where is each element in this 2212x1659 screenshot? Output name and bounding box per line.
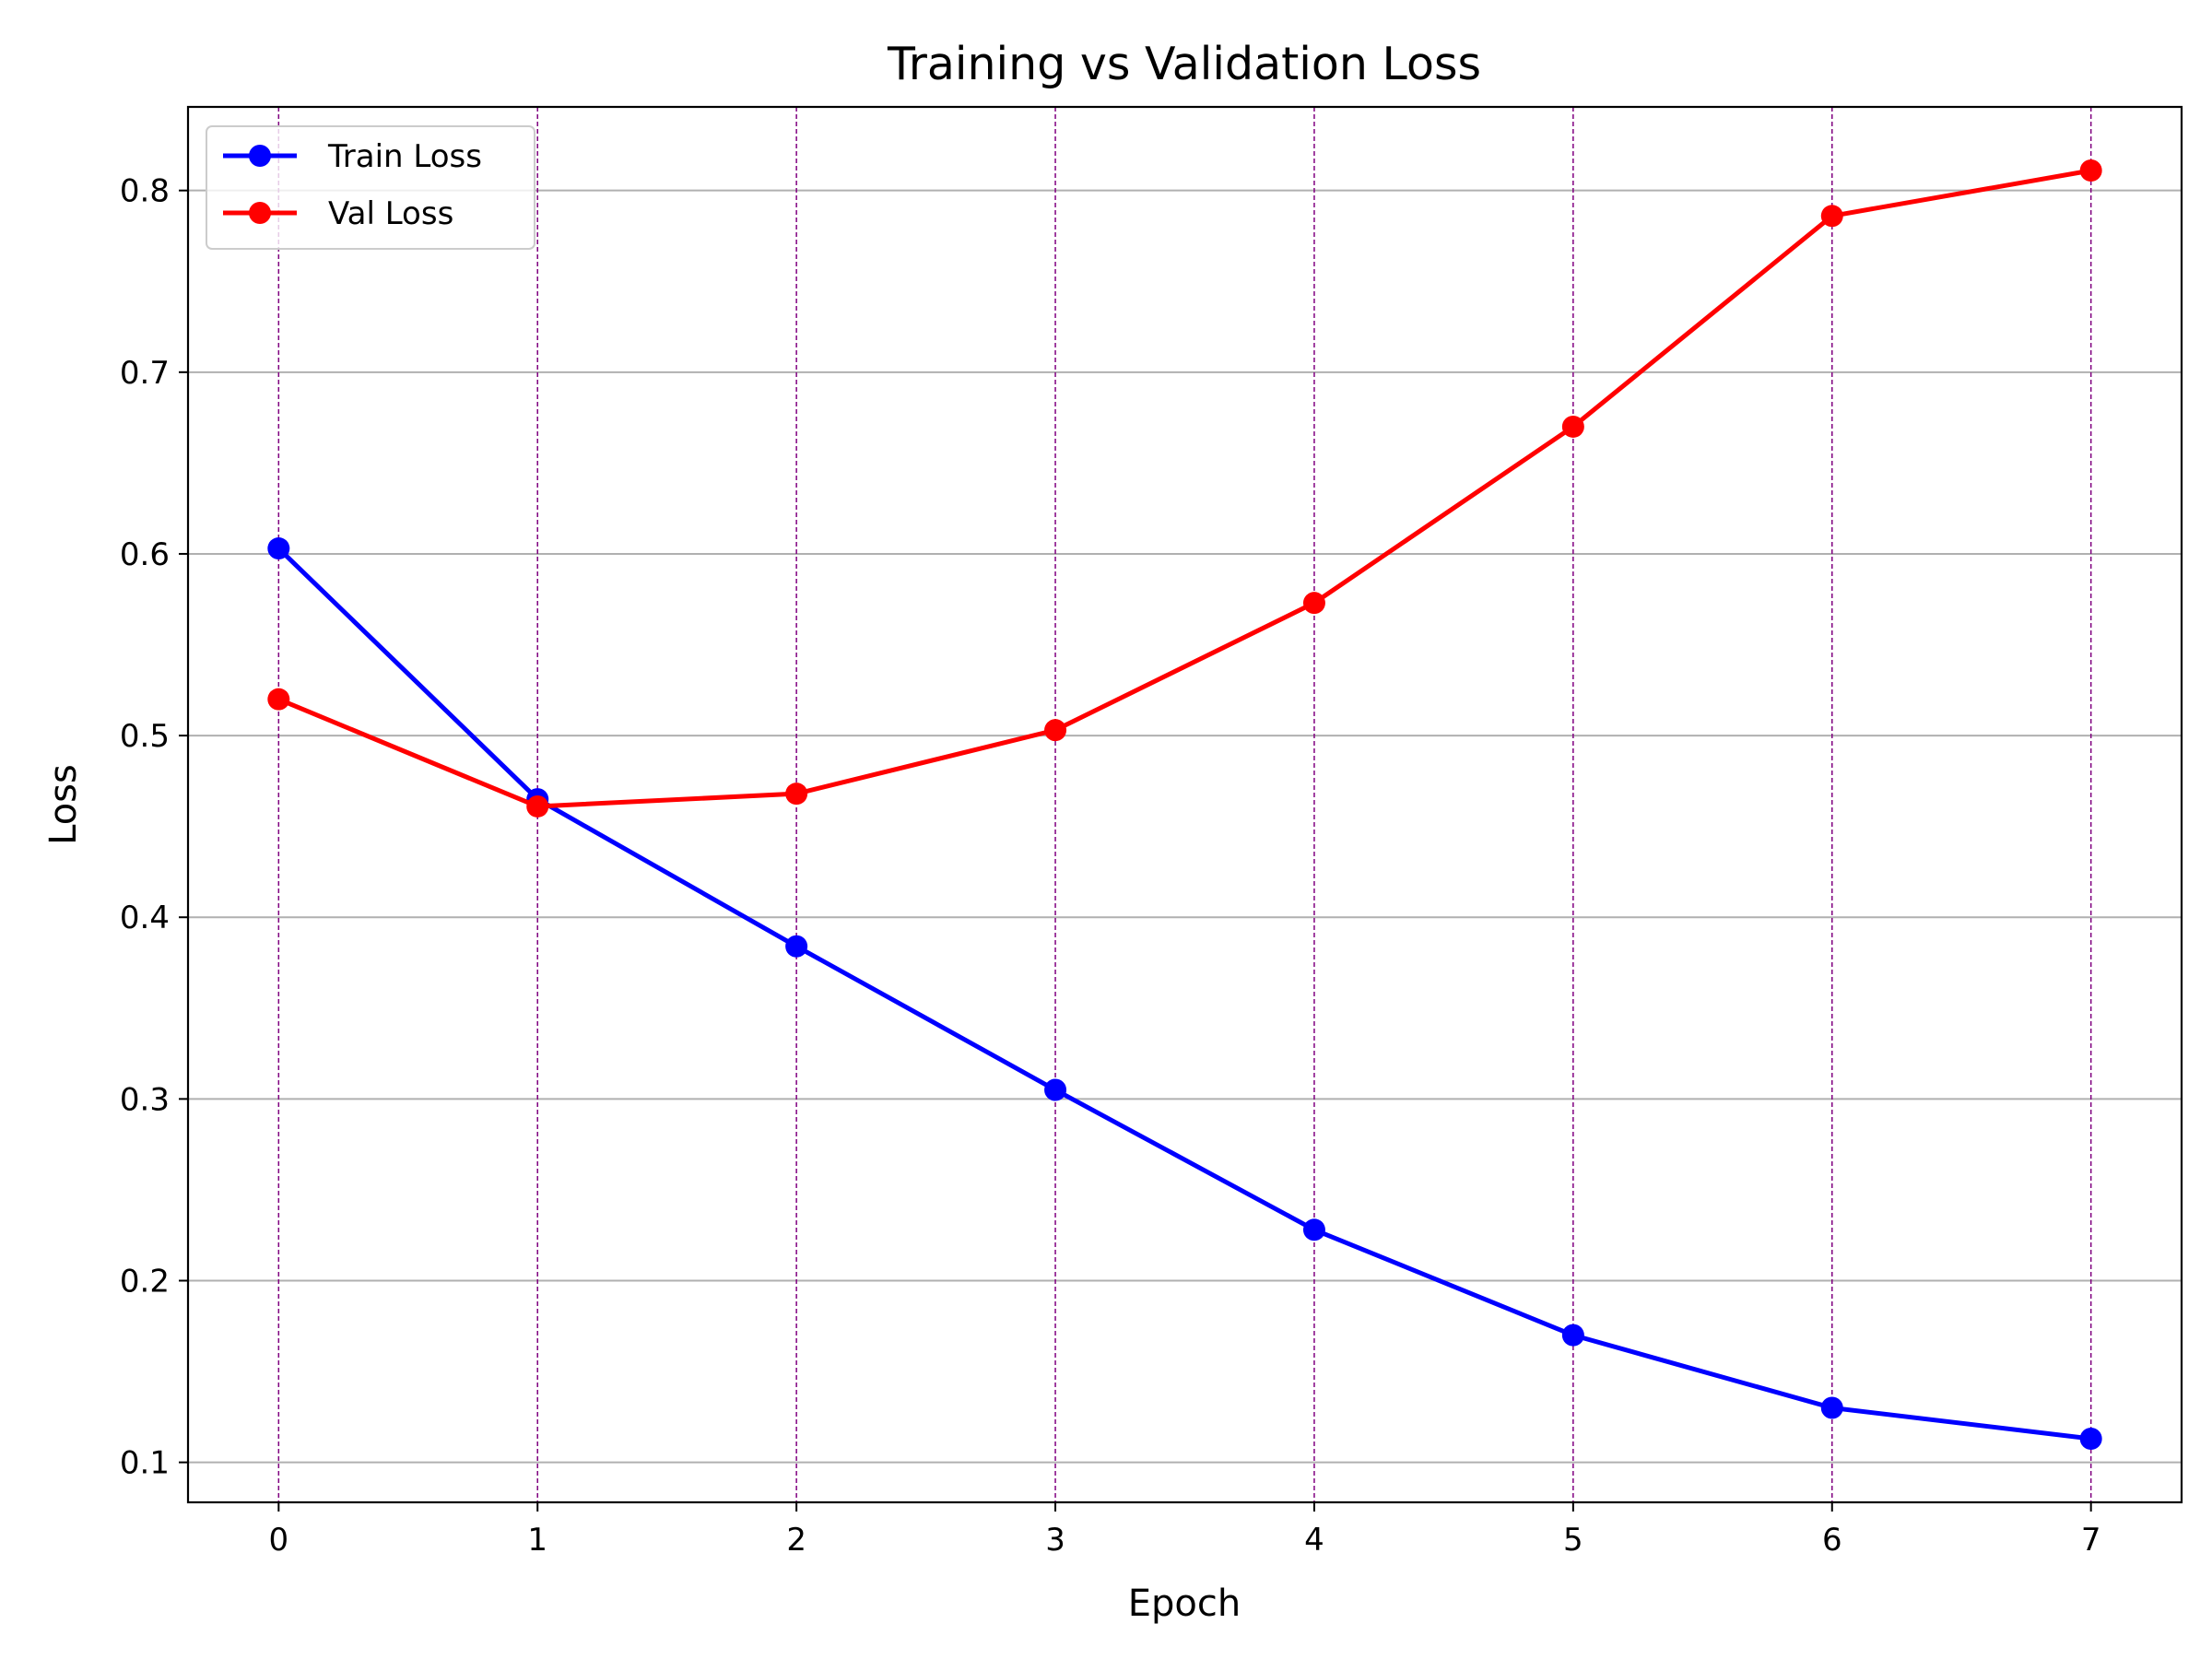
train-loss-point (1820, 1396, 1843, 1419)
val-loss-point (2079, 159, 2102, 182)
train-loss-point (1561, 1324, 1584, 1347)
val-loss-point (1561, 415, 1584, 438)
plot-frame (186, 105, 2183, 1504)
x-tick-label: 6 (1822, 1522, 1842, 1559)
y-axis-ticks: 0.1 0.2 0.3 0.4 0.5 0.6 0.7 0.8 (120, 173, 188, 1482)
val-loss-point (785, 782, 808, 806)
x-axis-ticks: 0 1 2 3 4 5 6 7 (268, 1502, 2101, 1559)
train-loss-point (267, 537, 290, 560)
x-tick-label: 0 (268, 1522, 288, 1559)
val-loss-point (1044, 719, 1067, 742)
val-loss-point (1302, 592, 1325, 615)
x-tick-label: 1 (527, 1522, 547, 1559)
legend-marker-train (249, 145, 271, 167)
x-tick-label: 7 (2081, 1522, 2101, 1559)
train-loss-point (1302, 1218, 1325, 1241)
val-loss-line (277, 168, 2092, 809)
legend: Train Loss Val Loss (206, 125, 535, 250)
y-tick-label: 0.4 (120, 900, 170, 936)
x-tick-label: 2 (786, 1522, 806, 1559)
y-tick-label: 0.5 (120, 718, 170, 755)
val-loss-point (526, 794, 549, 818)
y-tick-label: 0.2 (120, 1263, 170, 1300)
x-tick-label: 5 (1563, 1522, 1583, 1559)
y-tick-label: 0.1 (120, 1445, 170, 1482)
legend-label-train: Train Loss (327, 138, 482, 175)
val-loss-point (267, 688, 290, 711)
x-axis-label: Epoch (1128, 1583, 1241, 1625)
val-loss-point (1820, 205, 1843, 228)
x-tick-label: 4 (1304, 1522, 1324, 1559)
series-layer (267, 159, 2102, 1451)
chart-title: Training vs Validation Loss (887, 38, 1481, 90)
train-loss-point (785, 935, 808, 958)
train-loss-point (2079, 1428, 2102, 1451)
y-tick-label: 0.6 (120, 536, 170, 573)
train-loss-line (276, 547, 2091, 1441)
y-tick-label: 0.3 (120, 1081, 170, 1118)
y-axis-label: Loss (42, 764, 85, 845)
x-tick-label: 3 (1045, 1522, 1065, 1559)
train-loss-point (1044, 1078, 1067, 1101)
y-tick-label: 0.8 (120, 173, 170, 210)
legend-marker-val (249, 202, 271, 224)
y-tick-label: 0.7 (120, 355, 170, 392)
legend-label-val: Val Loss (328, 195, 453, 232)
